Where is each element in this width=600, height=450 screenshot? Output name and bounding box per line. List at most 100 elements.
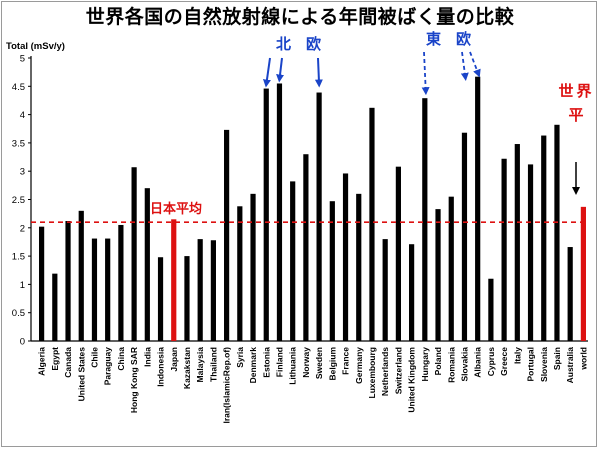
bar-iran-islamicrep-of- [224, 129, 230, 341]
y-tick-label: 4.5 [12, 82, 25, 93]
bar-portugal [527, 164, 534, 341]
bar-sweden [316, 92, 322, 341]
bar-thailand [210, 240, 216, 341]
bar-france [342, 173, 349, 341]
bar-japan [171, 219, 177, 341]
x-tick-label: Luxembourg [367, 347, 377, 398]
x-tick-label: Chile [89, 347, 99, 368]
bar-luxembourg [369, 107, 375, 341]
y-tick-label: 5 [20, 54, 25, 65]
bar-albania [475, 76, 481, 341]
y-tick-label: 2 [20, 223, 25, 234]
bar-denmark [250, 193, 256, 341]
eastern-europe-arrow [460, 51, 469, 81]
x-tick-label: Lithuania [288, 347, 298, 385]
bar-lithuania [290, 181, 296, 341]
x-tick-label: Thailand [208, 347, 218, 382]
x-tick-label: Kazakstan [182, 347, 192, 389]
reference-line-label: 日本平均 [150, 201, 202, 217]
eastern-europe-arrow [421, 51, 430, 96]
northern-europe-arrow [314, 57, 323, 88]
x-tick-label: Egypt [50, 347, 60, 371]
bar-chile [91, 238, 98, 341]
bar-world [580, 206, 586, 341]
bar-netherlands [382, 239, 388, 341]
bar-finland [276, 83, 283, 341]
bar-estonia [263, 88, 269, 342]
bar-greece [501, 158, 507, 341]
y-tick-label: 2.5 [12, 195, 25, 206]
x-tick-label: Albania [473, 347, 483, 378]
bar-syria [237, 206, 243, 341]
northern-europe-arrow [276, 57, 285, 83]
x-tick-label: Cyprus [486, 347, 496, 377]
eastern-europe-arrow [469, 51, 481, 78]
x-tick-label: Portugal [526, 347, 536, 381]
x-tick-label: Japan [169, 347, 179, 372]
x-tick-label: United Kingdom [407, 347, 417, 413]
x-tick-label: China [116, 347, 126, 371]
bar-canada [65, 221, 71, 341]
x-tick-label: Australia [565, 347, 575, 384]
x-tick-label: Spain [552, 347, 562, 370]
bar-india [144, 188, 150, 341]
bar-paraguay [105, 238, 111, 341]
x-tick-label: Netherlands [380, 347, 390, 396]
y-tick-label: 3 [20, 167, 25, 178]
x-tick-label: Finland [274, 347, 284, 377]
x-tick-label: Hong Kong SAR [129, 347, 139, 413]
y-tick-label: 1.5 [12, 252, 25, 263]
bar-italy [514, 144, 520, 341]
y-tick-label: 4 [20, 110, 25, 121]
x-tick-label: Romania [446, 347, 456, 383]
bar-belgium [329, 201, 335, 341]
bar-malaysia [197, 239, 203, 341]
bar-spain [554, 124, 560, 342]
x-tick-label: Switzerland [393, 347, 403, 394]
bar-slovakia [461, 132, 468, 341]
x-tick-label: world [578, 347, 588, 371]
x-tick-label: Canada [63, 347, 73, 378]
bar-slovenia [541, 135, 547, 341]
bar-romania [448, 196, 454, 341]
bar-algeria [39, 226, 45, 341]
x-tick-label: Denmark [248, 347, 258, 384]
x-tick-label: Germany [354, 347, 364, 384]
x-tick-label: Algeria [37, 347, 47, 376]
world-average-label: 平 [568, 106, 583, 124]
bar-poland [435, 209, 441, 341]
x-tick-label: France [341, 347, 351, 375]
x-tick-label: Malaysia [195, 347, 205, 383]
x-tick-label: Poland [433, 347, 443, 375]
bar-china [118, 224, 124, 341]
x-tick-label: Estonia [261, 347, 271, 378]
x-tick-label: Greece [499, 347, 509, 376]
bar-switzerland [395, 166, 401, 341]
chart-title: 世界各国の自然放射線による年間被ばく量の比較 [85, 6, 515, 28]
northern-europe-arrow [262, 57, 271, 88]
x-tick-label: Indonesia [156, 347, 166, 387]
bar-hong-kong-sar [131, 167, 137, 341]
bar-indonesia [157, 257, 164, 341]
bar-united-states [78, 210, 84, 341]
y-tick-label: 3.5 [12, 138, 25, 149]
x-tick-label: Paraguay [103, 347, 113, 386]
x-tick-label: India [142, 347, 152, 367]
world-average-label: 界 [576, 82, 591, 100]
bar-united-kingdom [409, 244, 415, 341]
bar-kazakstan [184, 256, 190, 341]
x-tick-label: Iran(IslamicRep.of) [222, 347, 232, 424]
x-tick-label: Norway [301, 347, 311, 378]
x-tick-label: Hungary [420, 347, 430, 382]
x-tick-label: Syria [235, 347, 245, 368]
bar-hungary [422, 98, 428, 341]
x-tick-label: Slovenia [539, 347, 549, 382]
y-tick-label: 0.5 [12, 308, 25, 319]
bar-egypt [52, 273, 58, 341]
x-tick-label: Italy [512, 347, 522, 364]
bar-australia [567, 247, 573, 341]
x-tick-label: United States [76, 347, 86, 402]
